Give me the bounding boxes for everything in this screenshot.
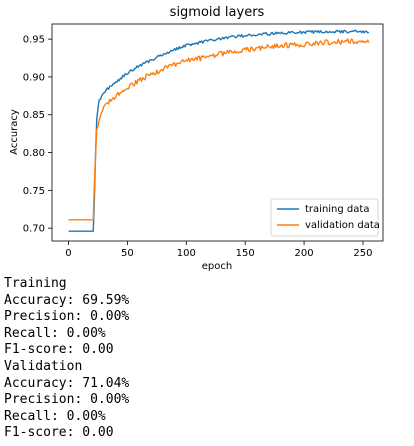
chart: sigmoid layers 0 50 100 150 200 250 0.70 0.75 0.… [9, 5, 384, 272]
chart-title: sigmoid layers [170, 5, 265, 20]
x-tick-label: 100 [177, 248, 196, 259]
output-line: Validation [4, 358, 83, 374]
legend-label-training: training data [305, 204, 369, 215]
output-line: F1-score: 0.00 [4, 425, 114, 441]
legend-label-validation: validation data [305, 220, 380, 231]
y-tick-label: 0.85 [23, 110, 45, 121]
y-tick-label: 0.90 [23, 72, 45, 83]
output-line: F1-score: 0.00 [4, 342, 114, 358]
accuracy-line-chart: sigmoid layers 0 50 100 150 200 250 0.70 0.75 0.… [9, 5, 384, 272]
output-line: Recall: 0.00% [4, 325, 106, 341]
x-tick-label: 200 [295, 248, 314, 259]
text-output: Training Accuracy: 69.59% Precision: 0.0… [4, 276, 129, 442]
output-line: Training [4, 276, 67, 291]
x-tick-label: 150 [236, 248, 255, 259]
series-line-training [68, 29, 370, 232]
y-tick-label: 0.95 [23, 35, 45, 46]
y-tick-label: 0.70 [23, 224, 45, 235]
legend: training data validation data [270, 198, 380, 237]
y-tick-label: 0.75 [23, 186, 45, 197]
x-tick-label: 250 [353, 248, 372, 259]
series-line-validation [68, 38, 370, 221]
output-line: Recall: 0.00% [4, 408, 106, 424]
output-line: Precision: 0.00% [4, 309, 130, 325]
x-axis-label: epoch [202, 261, 232, 272]
plot-frame [51, 23, 384, 242]
output-line: Precision: 0.00% [4, 392, 130, 408]
y-tick-label: 0.80 [23, 148, 45, 159]
plot-area [68, 29, 370, 232]
x-tick-label: 50 [121, 248, 134, 259]
x-tick-label: 0 [65, 248, 71, 259]
output-line: Accuracy: 69.59% [4, 292, 130, 308]
axis-ticks: 0 50 100 150 200 250 0.70 0.75 0.80 0.85 0.90 0.95 [23, 35, 373, 259]
y-axis-label: Accuracy [9, 109, 20, 155]
output-line: Accuracy: 71.04% [4, 375, 130, 391]
